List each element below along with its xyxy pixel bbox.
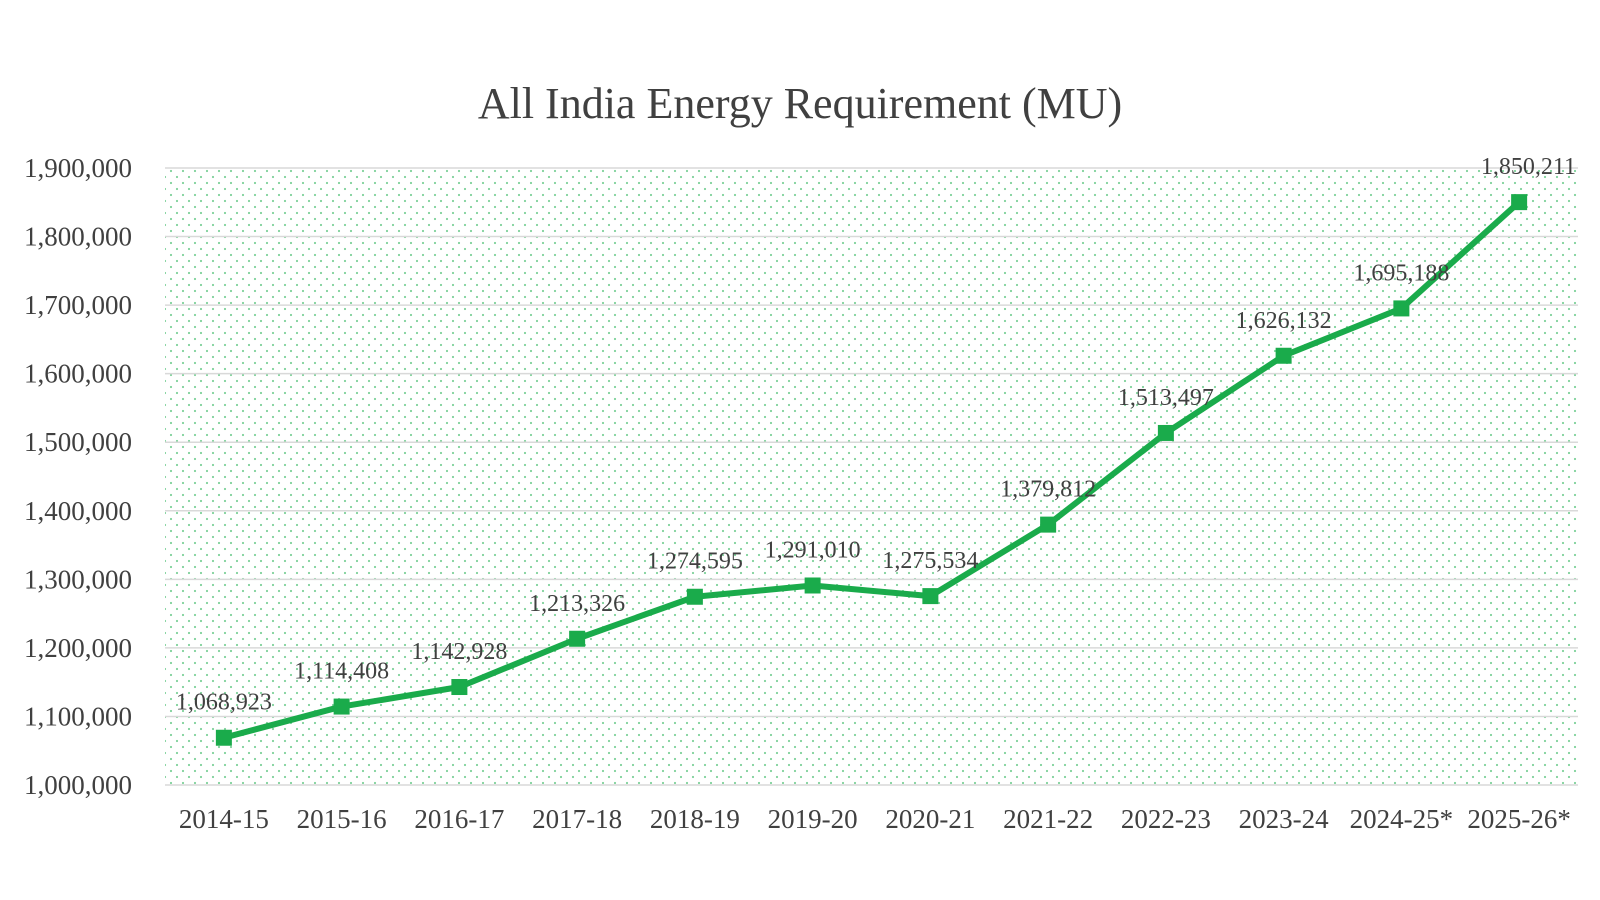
data-label: 1,274,595 (647, 549, 743, 575)
data-label: 1,275,534 (882, 548, 978, 574)
x-axis-ticks: 2014-15 2015-16 2016-17 2017-18 2018-19 2019-… (179, 804, 1571, 834)
plot-area (165, 168, 1578, 785)
data-label: 1,626,132 (1236, 308, 1332, 334)
data-point-marker (804, 577, 821, 594)
x-tick-label: 2024-25* (1350, 804, 1454, 834)
data-point-marker (1157, 424, 1174, 441)
x-tick-label: 2025-26* (1467, 804, 1571, 834)
data-label: 1,291,010 (765, 537, 861, 563)
x-tick-label: 2019-20 (768, 804, 858, 834)
data-label: 1,695,188 (1353, 260, 1449, 286)
data-label: 1,513,497 (1118, 385, 1214, 411)
y-tick-label: 1,500,000 (24, 427, 132, 457)
x-tick-label: 2015-16 (297, 804, 387, 834)
data-point-marker (333, 698, 350, 715)
data-label: 1,379,812 (1000, 477, 1096, 503)
y-tick-label: 1,400,000 (24, 496, 132, 526)
data-point-marker (215, 729, 232, 746)
series-line (223, 199, 1522, 741)
data-label: 1,068,923 (176, 690, 272, 716)
y-tick-label: 1,100,000 (24, 701, 132, 731)
data-point-marker (686, 588, 703, 605)
data-label: 1,850,211 (1481, 154, 1576, 180)
data-label: 1,114,408 (294, 659, 389, 685)
data-point-marker (1511, 194, 1528, 211)
y-tick-label: 1,700,000 (24, 290, 132, 320)
gridlines (165, 167, 1578, 786)
chart-title: All India Energy Requirement (MU) (478, 79, 1122, 128)
x-tick-label: 2022-23 (1121, 804, 1211, 834)
x-tick-label: 2021-22 (1003, 804, 1093, 834)
data-point-marker (451, 679, 468, 696)
x-tick-label: 2017-18 (532, 804, 622, 834)
data-label: 1,142,928 (411, 639, 507, 665)
x-tick-label: 2016-17 (414, 804, 504, 834)
data-labels: 1,068,923 1,114,408 1,142,928 1,213,326 1,27… (176, 154, 1576, 716)
data-point-marker (1393, 300, 1410, 317)
y-tick-label: 1,200,000 (24, 633, 132, 663)
data-point-marker (1275, 347, 1292, 364)
y-tick-label: 1,300,000 (24, 564, 132, 594)
y-tick-label: 1,000,000 (24, 770, 132, 800)
x-tick-label: 2020-21 (885, 804, 975, 834)
data-point-marker (569, 630, 586, 647)
series-markers (215, 194, 1528, 746)
data-label: 1,213,326 (529, 591, 625, 617)
x-tick-label: 2023-24 (1239, 804, 1329, 834)
y-axis-ticks: 1,000,000 1,100,000 1,200,000 1,300,000 1,40… (24, 153, 132, 800)
y-tick-label: 1,800,000 (24, 222, 132, 252)
data-point-marker (1040, 516, 1057, 533)
y-tick-label: 1,900,000 (24, 153, 132, 183)
y-tick-label: 1,600,000 (24, 359, 132, 389)
data-point-marker (922, 588, 939, 605)
x-tick-label: 2018-19 (650, 804, 740, 834)
x-tick-label: 2014-15 (179, 804, 269, 834)
